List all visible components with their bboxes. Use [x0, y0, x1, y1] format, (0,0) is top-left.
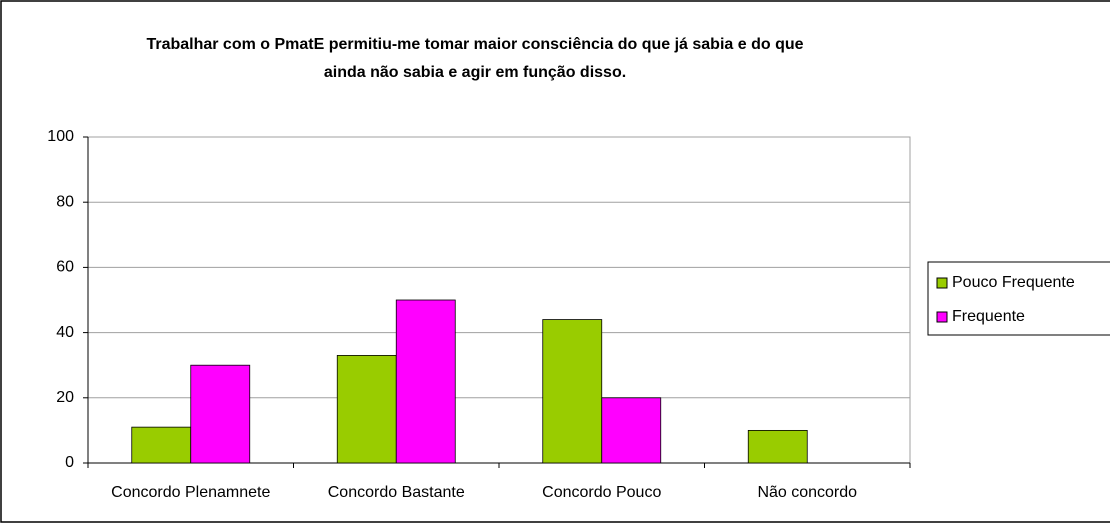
bar — [336, 355, 397, 464]
y-tick-label: 40 — [56, 324, 74, 341]
y-tick-label: 80 — [56, 193, 74, 210]
legend-label: Pouco Frequente — [952, 274, 1075, 291]
x-tick-label: Não concordo — [757, 484, 857, 501]
x-tick-label: Concordo Plenamnete — [111, 484, 270, 501]
bar — [747, 429, 808, 464]
bar — [542, 319, 603, 464]
y-tick-label: 100 — [47, 128, 74, 145]
bar — [190, 364, 251, 464]
y-tick-label: 60 — [56, 259, 74, 276]
legend-swatch — [936, 311, 948, 323]
bar — [601, 397, 662, 464]
y-tick-label: 0 — [65, 454, 74, 471]
chart-title: Trabalhar com o PmatE permitiu-me tomar … — [146, 36, 803, 53]
x-tick-label: Concordo Pouco — [542, 484, 661, 501]
bar — [131, 426, 192, 464]
legend-box — [927, 261, 1110, 336]
y-tick-label: 20 — [56, 389, 74, 406]
legend-swatch — [936, 277, 948, 289]
bar — [395, 299, 456, 464]
chart-title: ainda não sabia e agir em função disso. — [324, 64, 626, 81]
x-tick-label: Concordo Bastante — [328, 484, 465, 501]
legend-label: Frequente — [952, 308, 1025, 325]
